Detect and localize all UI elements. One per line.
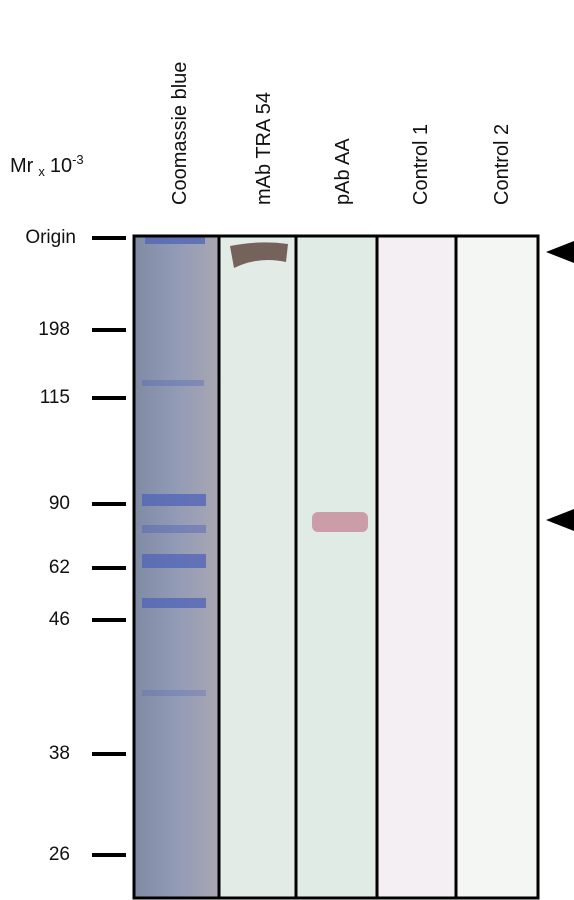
lane-label: mAb TRA 54 (253, 92, 275, 205)
arrowhead (546, 241, 574, 263)
blot (134, 236, 538, 898)
marker-label: 62 (49, 557, 70, 578)
band (312, 512, 368, 532)
marker-label: 38 (49, 743, 70, 764)
lane-label: Control 2 (491, 124, 513, 205)
marker-label: 26 (49, 844, 70, 865)
marker-label: Origin (25, 227, 76, 248)
lane-control-1 (377, 236, 456, 898)
lane-control-2 (456, 236, 538, 898)
marker-label: 198 (38, 319, 70, 340)
lane-label: Control 1 (410, 124, 432, 205)
lane-label: Coomassie blue (169, 62, 191, 205)
arrowhead (546, 509, 574, 531)
marker-label: 46 (49, 609, 70, 630)
markers: Origin 198 115 90 62 46 38 26 (25, 227, 126, 865)
marker-label: 115 (40, 387, 70, 408)
lane-mab (219, 236, 296, 898)
page: Mrx10-3 Coomassie blue mAb TRA 54 pAb AA… (0, 0, 574, 900)
lane-label: pAb AA (332, 138, 354, 205)
figure: Mrx10-3 Coomassie blue mAb TRA 54 pAb AA… (0, 0, 574, 900)
marker-label: 90 (49, 493, 70, 514)
lane-pab (296, 236, 377, 898)
